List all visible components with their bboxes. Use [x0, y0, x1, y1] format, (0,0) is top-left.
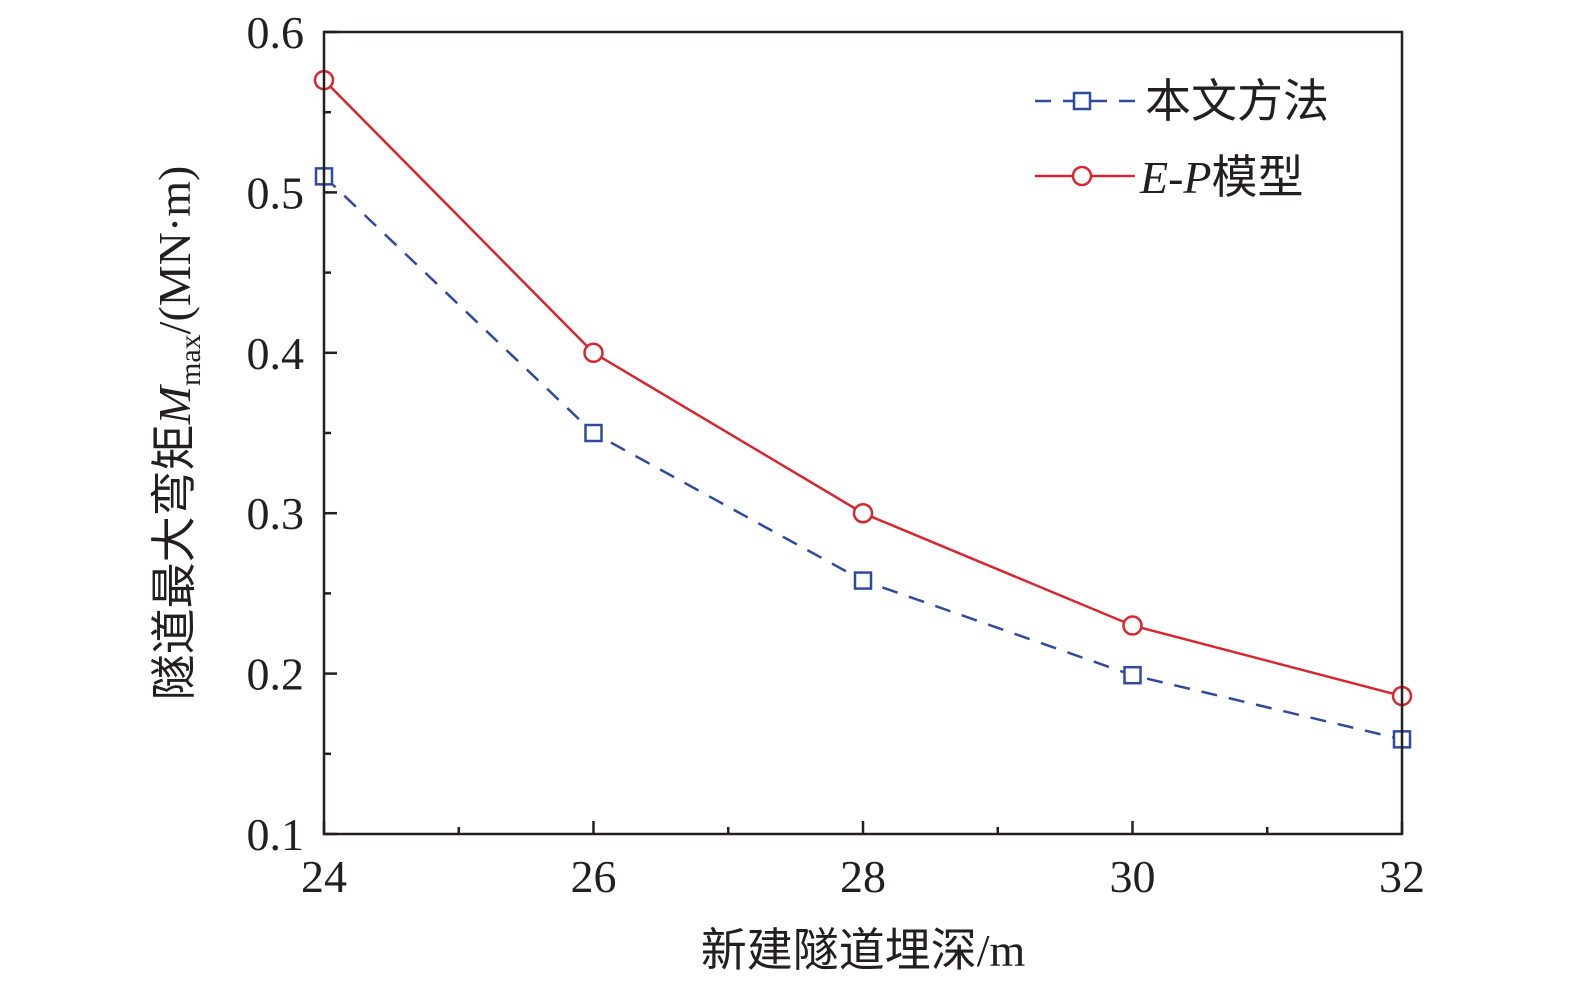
y-tick-label-2: 0.3 [247, 488, 305, 539]
legend-item-series-1: 本文方法 [1035, 76, 1329, 127]
legend-label-series-2-italic: E-P [1139, 152, 1212, 203]
legend-label-series-1: 本文方法 [1145, 76, 1329, 127]
axes: 24 26 28 30 32 0.1 0.2 0.3 0.4 0.5 0.6 [247, 7, 1426, 902]
data-point-series-1-2 [853, 571, 873, 590]
x-tick-label-2: 28 [840, 851, 886, 902]
y-tick-label-1: 0.2 [247, 649, 305, 700]
y-axis-label-prefix: 隧道最大弯矩 [149, 424, 200, 700]
legend: 本文方法 E-P模型 [1035, 76, 1329, 203]
legend-item-series-2: E-P模型 [1035, 152, 1304, 203]
y-axis-label: 隧道最大弯矩Mmax/(MN·m) [149, 166, 207, 701]
y-tick-label-4: 0.5 [247, 167, 305, 218]
x-axis-label: 新建隧道埋深/m [701, 925, 1026, 976]
y-axis-label-unit: /(MN·m) [149, 166, 200, 335]
data-point-series-1-3 [1123, 665, 1142, 685]
y-tick-label-3: 0.4 [247, 328, 305, 379]
y-tick-label-0: 0.1 [247, 809, 305, 860]
x-tick-label-3: 30 [1110, 851, 1156, 902]
legend-label-series-2: E-P模型 [1139, 152, 1304, 203]
data-point-series-2-3 [1122, 615, 1143, 636]
data-point-series-2-1 [583, 342, 604, 364]
legend-label-series-2-suffix: 模型 [1212, 152, 1304, 203]
x-tick-label-4: 32 [1379, 851, 1425, 902]
legend-marker-series-2 [1071, 165, 1093, 187]
legend-marker-series-1 [1072, 91, 1092, 111]
y-tick-label-5: 0.6 [247, 7, 305, 58]
y-axis-label-symbol: M [149, 383, 200, 425]
x-tick-label-0: 24 [301, 851, 347, 902]
x-tick-label-1: 26 [571, 851, 617, 902]
y-axis-label-subscript: max [174, 334, 207, 386]
data-point-series-1-1 [584, 423, 603, 443]
data-point-series-2-2 [852, 502, 874, 524]
